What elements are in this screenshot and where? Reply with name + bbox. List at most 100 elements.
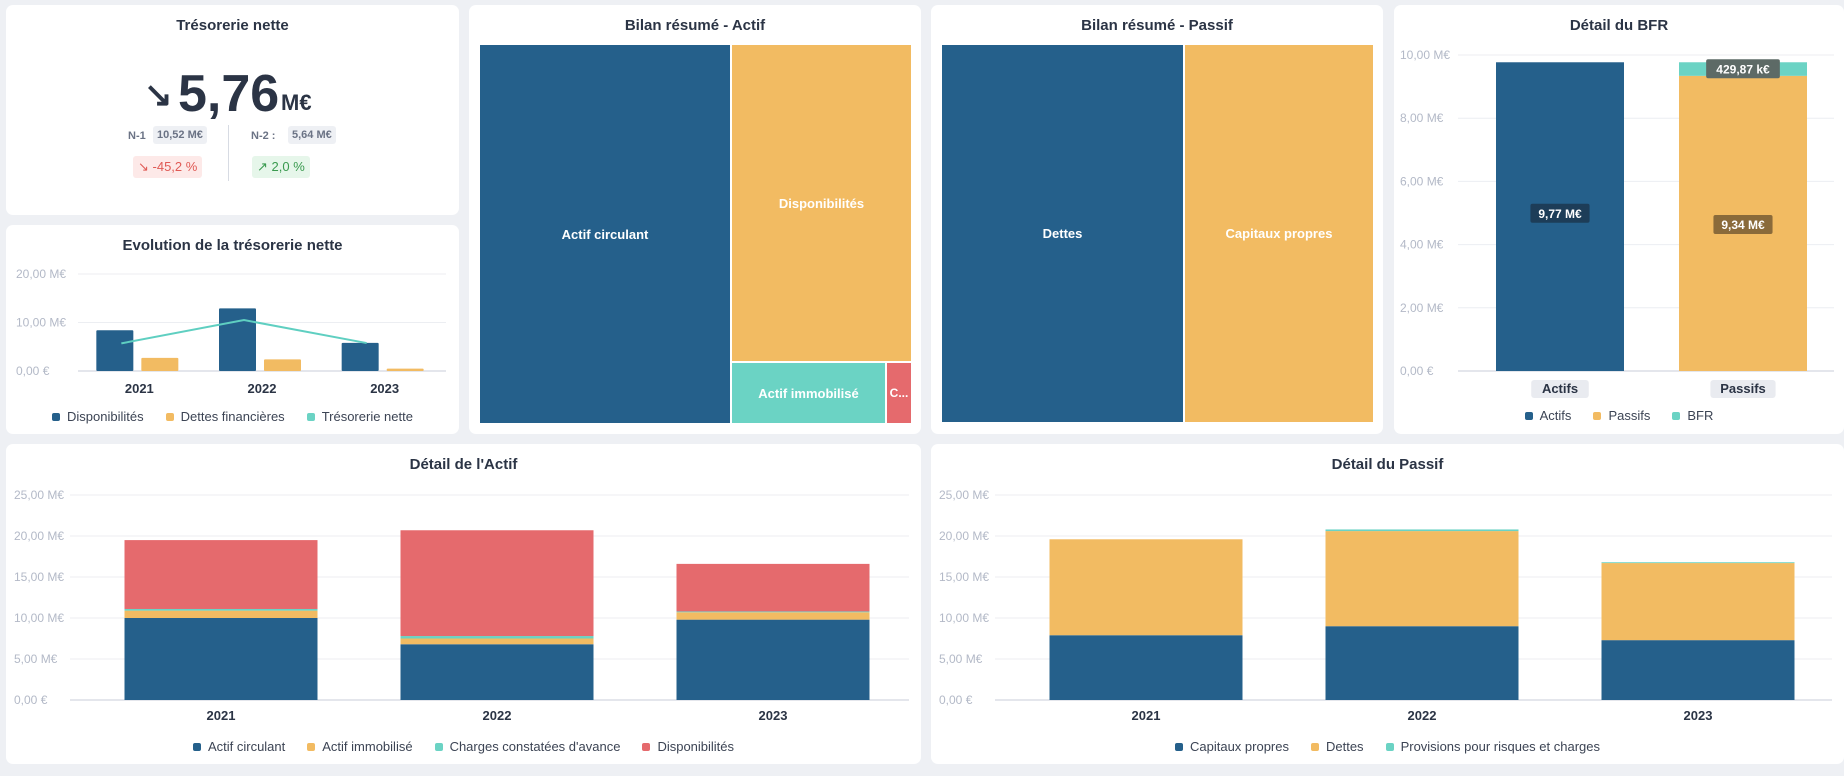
legend-item[interactable]: Trésorerie nette: [306, 409, 413, 424]
legend-item[interactable]: Passifs: [1593, 408, 1650, 423]
n1-label: N-1: [128, 130, 146, 142]
detail-passif-legend: Capitaux propres Dettes Provisions pour ri…: [931, 739, 1844, 754]
legend-label: Dettes: [1325, 739, 1364, 754]
y-tick-label: 15,00 M€: [14, 570, 64, 584]
bar: [96, 330, 134, 371]
data-label-bg: [1706, 59, 1780, 79]
bar: [219, 308, 256, 371]
x-tick-label: 2023: [1684, 708, 1713, 723]
legend-item[interactable]: Dettes: [1310, 739, 1364, 754]
legend-label: BFR: [1687, 408, 1714, 423]
detail-actif-legend: Actif circulant Actif immobilisé Charges c…: [6, 739, 921, 754]
bar-segment: [1601, 562, 1795, 564]
legend-item[interactable]: BFR: [1672, 408, 1713, 423]
legend-swatch: [1593, 411, 1602, 420]
legend-label: Dettes financières: [180, 409, 285, 424]
bar-segment: [124, 608, 318, 611]
treso-value: 5,76: [178, 65, 280, 123]
y-tick-label: 20,00 M€: [16, 267, 66, 281]
y-tick-label: 25,00 M€: [14, 488, 64, 502]
y-tick-label: 0,00 €: [1400, 364, 1434, 378]
y-tick-label: 10,00 M€: [16, 316, 66, 330]
legend-item[interactable]: Provisions pour risques et charges: [1385, 739, 1600, 754]
legend-swatch: [1385, 742, 1394, 751]
legend-label: Capitaux propres: [1189, 739, 1289, 754]
bar: [141, 357, 179, 371]
y-tick-label: 20,00 M€: [939, 529, 989, 543]
category-chip: [1710, 380, 1776, 398]
bfr-card: Détail du BFR 0,00 € 2,00 M€ 4,00 M€ 6,00 M…: [1394, 5, 1844, 434]
bar-segment: [676, 611, 870, 613]
x-tick-label: 2021: [125, 381, 154, 396]
legend-item[interactable]: Dettes financières: [165, 409, 285, 424]
legend-label: Trésorerie nette: [321, 409, 413, 424]
x-tick-label: Actifs: [1542, 381, 1578, 396]
bar-segment: [124, 610, 318, 618]
passif-summary-title: Bilan résumé - Passif: [1081, 17, 1233, 34]
y-tick-label: 8,00 M€: [1400, 111, 1444, 125]
detail-passif-chart: 0,00 € 5,00 M€ 10,00 M€ 15,00 M€ 20,00 M€ 25,…: [939, 488, 1832, 723]
y-tick-label: 4,00 M€: [1400, 238, 1444, 252]
tm-capitaux-propres[interactable]: [1185, 45, 1373, 422]
treso-title: Trésorerie nette: [176, 17, 289, 34]
bfr-legend: Actifs Passifs BFR: [1394, 408, 1844, 423]
bar-segment: [400, 530, 594, 637]
bar-segment: [400, 636, 594, 639]
detail-actif-chart: 0,00 € 5,00 M€ 10,00 M€ 15,00 M€ 20,00 M€ 25,…: [14, 488, 909, 723]
detail-actif-card: Détail de l'Actif 0,00 € 5,00 M€ 10,00 M€ 1…: [6, 444, 921, 764]
legend-label: Disponibilités: [657, 739, 735, 754]
y-tick-label: 10,00 M€: [1400, 48, 1450, 62]
bar-segment: [400, 638, 594, 645]
bar: [386, 368, 424, 371]
detail-actif-title: Détail de l'Actif: [409, 456, 518, 473]
data-label-bg: [1530, 203, 1590, 223]
legend-swatch: [1310, 742, 1319, 751]
legend-item[interactable]: Actif circulant: [192, 739, 286, 754]
legend-swatch: [307, 742, 316, 751]
y-tick-label: 15,00 M€: [939, 570, 989, 584]
bar-segment: [676, 563, 870, 612]
x-tick-label: 2021: [1132, 708, 1161, 723]
tm-actif-circulant-label: Actif circulant: [561, 226, 649, 242]
legend-swatch: [642, 742, 651, 751]
x-tick-label: 2022: [248, 381, 277, 396]
legend-label: Actif immobilisé: [322, 739, 413, 754]
tm-disponibilites[interactable]: [732, 45, 911, 361]
x-tick-label: 2021: [207, 708, 236, 723]
tm-charges-label: C...: [889, 386, 909, 400]
arrow-down-right-icon: ↘: [144, 76, 173, 114]
evolution-title: Evolution de la trésorerie nette: [122, 237, 343, 254]
bar-segment: [1325, 626, 1519, 700]
detail-passif-card: Détail du Passif 0,00 € 5,00 M€ 10,00 M€ 15…: [931, 444, 1844, 764]
legend-swatch: [192, 742, 201, 751]
tm-dettes[interactable]: [942, 45, 1183, 422]
legend-swatch: [165, 412, 174, 421]
legend-label: Passifs: [1608, 408, 1651, 423]
bar-segment: [1601, 563, 1795, 641]
tm-actif-immobilise-label: Actif immobilisé: [758, 385, 859, 401]
legend-item[interactable]: Disponibilités: [642, 739, 734, 754]
legend-item[interactable]: Actifs: [1524, 408, 1571, 423]
tm-actif-circulant[interactable]: [480, 45, 730, 423]
tm-actif-immobilise[interactable]: [732, 363, 885, 423]
n2-label: N-2 :: [251, 130, 276, 142]
bar-segment: [1049, 635, 1243, 700]
tm-charges[interactable]: [887, 363, 911, 423]
legend-label: Actif circulant: [207, 739, 286, 754]
data-label: 9,34 M€: [1721, 218, 1765, 232]
bar-segment: [124, 618, 318, 700]
legend-item[interactable]: Charges constatées d'avance: [434, 739, 620, 754]
legend-item[interactable]: Capitaux propres: [1174, 739, 1289, 754]
actif-summary-card: Bilan résumé - Actif Actif circulant Dis…: [469, 5, 921, 434]
data-label: 9,77 M€: [1538, 207, 1582, 221]
bar: [264, 359, 301, 371]
x-tick-label: Passifs: [1720, 381, 1766, 396]
legend-item[interactable]: Disponibilités: [52, 409, 144, 424]
bar-segment: [1325, 529, 1519, 532]
legend-item[interactable]: Actif immobilisé: [307, 739, 413, 754]
bfr-chart: 0,00 € 2,00 M€ 4,00 M€ 6,00 M€ 8,00 M€ 10,00 …: [1400, 48, 1834, 398]
legend-swatch: [1672, 411, 1681, 420]
actif-summary-title: Bilan résumé - Actif: [624, 17, 766, 34]
y-tick-label: 10,00 M€: [14, 611, 64, 625]
y-tick-label: 10,00 M€: [939, 611, 989, 625]
